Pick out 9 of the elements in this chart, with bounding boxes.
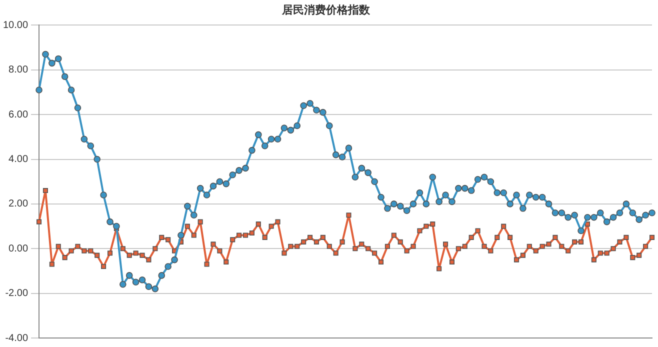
y-tick-label: 4.00 <box>8 154 28 166</box>
y-tick-label: 10.00 <box>2 20 28 31</box>
y-tick-label: 8.00 <box>8 64 28 76</box>
y-tick-label: 6.00 <box>8 109 28 120</box>
y-tick-label: 2.00 <box>8 198 28 210</box>
chart-title: 居民消费价格指数 <box>281 3 371 16</box>
y-tick-label: -4.00 <box>5 332 28 344</box>
y-tick-label: 0.00 <box>8 243 28 254</box>
y-tick-label: -2.00 <box>5 288 28 300</box>
